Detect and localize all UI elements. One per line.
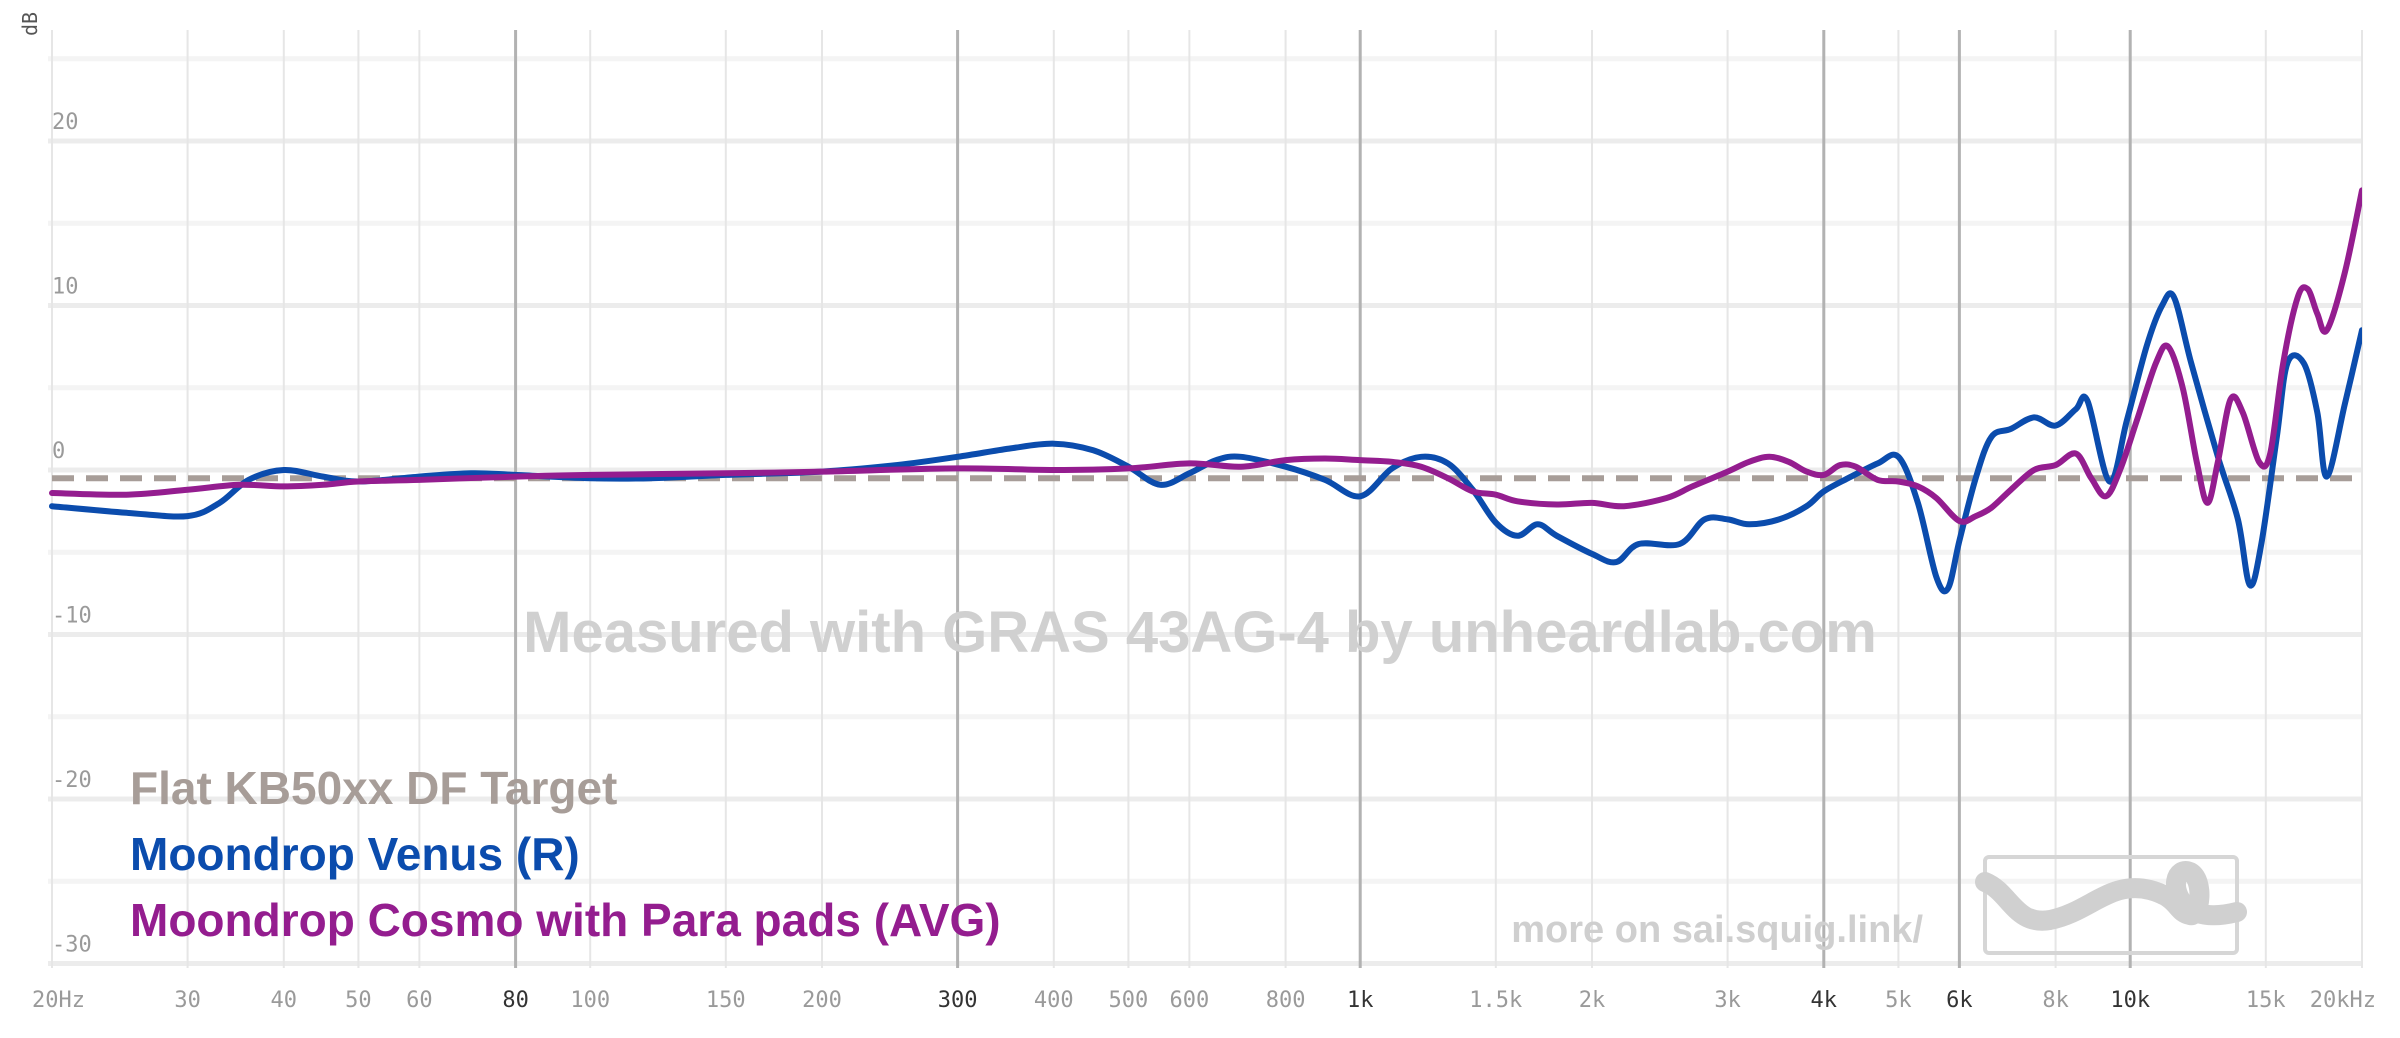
x-tick-label: 8k: [2042, 988, 2069, 1013]
y-axis-label: dB: [18, 12, 42, 36]
x-tick-label: 20kHz: [2310, 988, 2376, 1013]
series-line-2: [49, 290, 2362, 595]
legend-entry: Moondrop Cosmo with Para pads (AVG): [130, 894, 1001, 946]
x-tick-label: 80: [502, 988, 529, 1013]
x-tick-label: 800: [1266, 988, 1306, 1013]
y-tick-label: 10: [52, 275, 79, 300]
y-tick-label: -30: [52, 933, 92, 958]
x-tick-label: 500: [1109, 988, 1149, 1013]
x-tick-label: 1k: [1347, 988, 1374, 1013]
series-line-3: [49, 187, 2362, 525]
y-tick-label: 0: [52, 439, 65, 464]
x-tick-label: 30: [174, 988, 201, 1013]
x-tick-label: 600: [1170, 988, 1210, 1013]
squiglink-logo: [1975, 855, 2247, 955]
y-tick-label: -20: [52, 768, 92, 793]
y-axis-ticks: 20 10 0 -10 -20 -30: [52, 110, 92, 958]
x-tick-label: 20Hz: [32, 988, 85, 1013]
x-tick-label: 300: [938, 988, 978, 1013]
legend-entry: Flat KB50xx DF Target: [130, 762, 617, 814]
x-tick-label: 40: [271, 988, 298, 1013]
x-tick-label: 3k: [1714, 988, 1741, 1013]
x-tick-label: 4k: [1811, 988, 1838, 1013]
x-tick-label: 100: [570, 988, 610, 1013]
vertical-gridlines: [51, 30, 2363, 968]
y-tick-label: 20: [52, 110, 79, 135]
x-axis-ticks: 20Hz 30 40 50 60 80 100 150 200 300 400 500 600 800 1k…: [32, 988, 2376, 1013]
x-tick-label: 400: [1034, 988, 1074, 1013]
measurement-watermark: Measured with GRAS 43AG-4 by unheardlab.…: [523, 600, 1877, 665]
x-tick-label: 10k: [2110, 988, 2150, 1013]
x-tick-label: 200: [802, 988, 842, 1013]
legend-entry: Moondrop Venus (R): [130, 828, 580, 880]
x-tick-label: 50: [345, 988, 372, 1013]
x-tick-label: 150: [706, 988, 746, 1013]
x-tick-label: 15k: [2246, 988, 2286, 1013]
legend: Flat KB50xx DF Target Moondrop Venus (R) M…: [130, 762, 1001, 946]
x-tick-label: 60: [406, 988, 433, 1013]
horizontal-gridlines: [48, 56, 2362, 966]
squiglink-credit: more on sai.squig.link/: [1511, 909, 1923, 951]
x-tick-label: 6k: [1946, 988, 1973, 1013]
x-tick-label: 5k: [1885, 988, 1912, 1013]
y-tick-label: -10: [52, 604, 92, 629]
x-tick-label: 1.5k: [1469, 988, 1522, 1013]
series-lines: [49, 187, 2362, 595]
x-tick-label: 2k: [1579, 988, 1606, 1013]
